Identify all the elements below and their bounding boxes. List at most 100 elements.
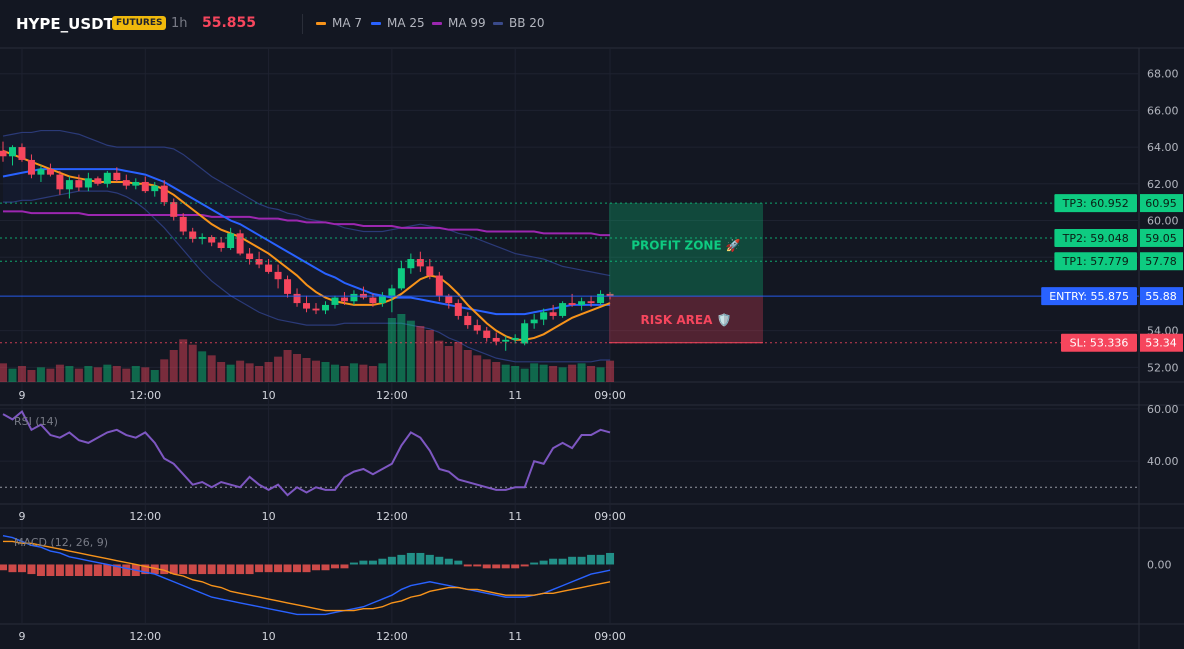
candle-body [530, 319, 538, 324]
candle-body [492, 337, 500, 342]
candle-body [445, 295, 453, 304]
macd-histogram-bar [112, 564, 121, 576]
macd-histogram-bar [160, 564, 169, 575]
macd-histogram-bar [0, 564, 7, 571]
level-label-box [1054, 228, 1137, 247]
macd-histogram-bar [17, 564, 26, 573]
volume-bar [530, 363, 539, 382]
volume-bar [226, 364, 235, 382]
level-label: ENTRY: 55.875 [1049, 290, 1129, 303]
volume-bar [245, 363, 254, 382]
candle-body [18, 147, 26, 160]
candle-body [122, 180, 130, 186]
price-tick-label: 52.00 [1147, 361, 1179, 374]
macd-histogram-bar [359, 560, 368, 565]
volume-bar [349, 363, 358, 382]
level-label: SL: 53.336 [1070, 337, 1129, 350]
macd-histogram-bar [36, 564, 45, 576]
level-label: TP1: 57.779 [1062, 255, 1129, 268]
candle-body [8, 147, 16, 157]
macd-histogram-bar [226, 564, 235, 575]
chart-header: HYPE_USDT FUTURES 1h 55.855 MA 7 MA 25 M… [0, 0, 1184, 48]
volume-bar [131, 366, 140, 382]
candle-body [511, 337, 519, 340]
legend-label: BB 20 [509, 16, 545, 30]
candle-body [303, 303, 311, 309]
volume-bar [207, 355, 216, 382]
level-price-tag [1140, 194, 1183, 213]
candle-body [84, 178, 92, 188]
timeframe-label[interactable]: 1h [171, 16, 188, 31]
macd-histogram-bar [188, 564, 197, 575]
macd-histogram-bar [169, 564, 178, 575]
volume-bar [264, 362, 273, 382]
time-tick-label: 10 [262, 389, 276, 402]
macd-histogram-bar [207, 564, 216, 575]
price-tick-label: 62.00 [1147, 178, 1179, 191]
volume-bar [492, 362, 501, 382]
candle-body [37, 169, 45, 175]
level-label: TP2: 59.048 [1062, 232, 1129, 245]
level-label-box [1054, 194, 1137, 213]
volume-bar [549, 366, 558, 382]
macd-histogram-bar [378, 558, 387, 565]
volume-bar [274, 356, 283, 382]
macd-histogram-bar [520, 564, 529, 567]
candle-body [378, 295, 386, 304]
candle-body [293, 293, 301, 304]
volume-bar [188, 344, 197, 382]
volume-bar [160, 359, 169, 382]
macd-histogram-bar [558, 558, 567, 565]
candle-body [483, 330, 491, 338]
symbol-name[interactable]: HYPE_USDT [16, 15, 114, 33]
volume-bar [321, 362, 330, 382]
legend-ma7[interactable]: MA 7 [316, 16, 362, 30]
ma25-line [2, 168, 611, 316]
volume-bar [463, 350, 472, 382]
header-divider [302, 14, 303, 34]
volume-bar [141, 367, 150, 382]
candle-body [606, 293, 614, 297]
volume-bar [17, 366, 26, 382]
macd-histogram-bar [122, 564, 131, 576]
bollinger-band-fill [3, 130, 611, 362]
candle-body [75, 180, 83, 188]
legend-label: MA 99 [448, 16, 486, 30]
volume-bar [558, 367, 567, 382]
legend-ma99[interactable]: MA 99 [432, 16, 486, 30]
rsi-line [2, 409, 611, 497]
macd-histogram-bar [435, 556, 444, 565]
legend-swatch [493, 21, 503, 25]
level-label-box [1041, 287, 1137, 306]
legend-swatch [432, 21, 442, 25]
level-label-box [1061, 333, 1137, 352]
time-tick-label: 11 [508, 510, 522, 523]
ma99-line [3, 210, 611, 237]
candle-body [189, 231, 197, 239]
level-price-tag-label: 60.95 [1145, 197, 1177, 210]
volume-bar [302, 358, 311, 382]
volume-bar [46, 368, 55, 382]
macd-histogram-bar [255, 564, 264, 573]
macd-histogram-bar [482, 564, 491, 569]
legend-bb20[interactable]: BB 20 [493, 16, 545, 30]
macd-histogram-bar [27, 564, 36, 575]
legend-ma25[interactable]: MA 25 [371, 16, 425, 30]
candle-body [246, 253, 254, 260]
volume-bar [36, 367, 45, 382]
level-price-tag-label: 59.05 [1145, 232, 1177, 245]
macd-histogram-bar [444, 558, 453, 565]
candle-body [312, 308, 320, 311]
candle-body [502, 339, 510, 342]
volume-bar [0, 363, 7, 382]
macd-histogram-bar [539, 560, 548, 565]
macd-histogram-bar [463, 564, 472, 567]
volume-bar [406, 320, 415, 382]
volume-bar [416, 326, 425, 382]
profit-zone-label: PROFIT ZONE 🚀 [631, 239, 741, 253]
volume-bar [84, 366, 93, 382]
macd-histogram-bar [55, 564, 64, 576]
futures-badge: FUTURES [112, 16, 167, 30]
macd-histogram-bar [293, 564, 302, 573]
